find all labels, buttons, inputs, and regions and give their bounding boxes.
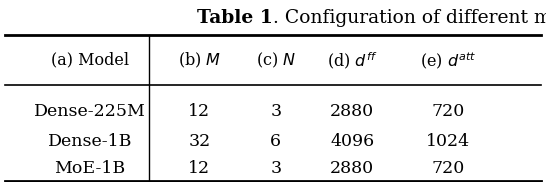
Text: Table 1: Table 1: [197, 9, 273, 27]
Text: 1024: 1024: [426, 132, 470, 150]
Text: . Configuration of different models.: . Configuration of different models.: [273, 9, 546, 27]
Text: 2880: 2880: [330, 160, 374, 177]
Text: (d) $d^{ff}$: (d) $d^{ff}$: [327, 50, 377, 71]
Text: 6: 6: [270, 132, 281, 150]
Text: 3: 3: [270, 160, 281, 177]
Text: 4096: 4096: [330, 132, 374, 150]
Text: 32: 32: [188, 132, 210, 150]
Text: 12: 12: [188, 160, 210, 177]
Text: (e) $d^{att}$: (e) $d^{att}$: [419, 50, 476, 71]
Text: 2880: 2880: [330, 103, 374, 120]
Text: 3: 3: [270, 103, 281, 120]
Text: (a) Model: (a) Model: [51, 52, 129, 69]
Text: 12: 12: [188, 103, 210, 120]
Text: (c) $N$: (c) $N$: [256, 50, 296, 70]
Text: 720: 720: [431, 103, 464, 120]
Text: MoE-1B: MoE-1B: [55, 160, 126, 177]
Text: Dense-225M: Dense-225M: [34, 103, 146, 120]
Text: (b) $M$: (b) $M$: [177, 50, 221, 70]
Text: Dense-1B: Dense-1B: [48, 132, 132, 150]
Text: 720: 720: [431, 160, 464, 177]
